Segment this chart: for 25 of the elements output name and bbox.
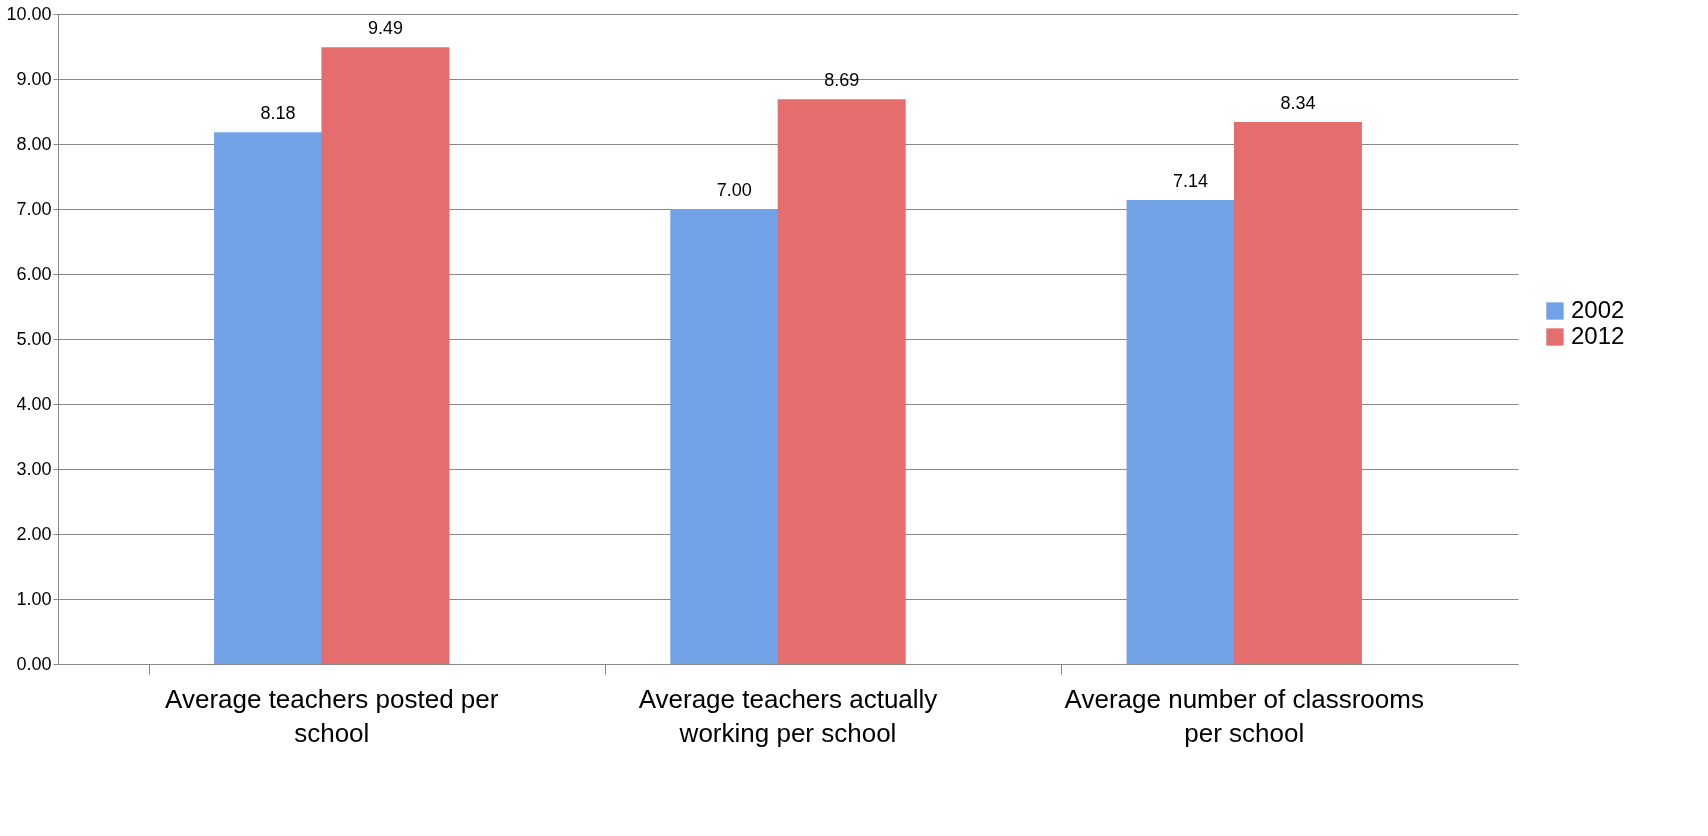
y-tick-label: 9.00 xyxy=(16,68,52,89)
y-tick-label: 4.00 xyxy=(16,393,52,414)
y-tick-label: 5.00 xyxy=(16,328,52,349)
y-tick-label: 3.00 xyxy=(16,458,52,479)
y-tick-label: 7.00 xyxy=(16,198,52,219)
y-tick-label: 0.00 xyxy=(16,653,52,674)
legend-label: 2002 xyxy=(1571,296,1625,323)
y-tick-label: 8.00 xyxy=(16,133,52,154)
x-tick-label: Average teachers actually working per school xyxy=(638,683,938,748)
bar xyxy=(321,47,450,664)
y-tick-label: 1.00 xyxy=(16,588,52,609)
legend-label: 2012 xyxy=(1571,322,1625,349)
data-label: 8.34 xyxy=(1280,92,1316,113)
data-label: 7.00 xyxy=(716,180,752,200)
data-label: 8.18 xyxy=(260,103,296,124)
bar xyxy=(1233,121,1362,664)
bar xyxy=(777,99,906,664)
x-tick-label: Average number of classrooms per school xyxy=(1064,683,1424,748)
data-label: 8.69 xyxy=(824,70,860,91)
data-label: 7.14 xyxy=(1173,170,1209,191)
data-label: 9.49 xyxy=(367,18,403,39)
y-tick-label: 2.00 xyxy=(16,523,52,544)
x-tick-label: Average teachers posted per school xyxy=(165,683,499,748)
y-tick-label: 10.00 xyxy=(6,3,52,24)
y-tick-label: 6.00 xyxy=(16,263,52,284)
